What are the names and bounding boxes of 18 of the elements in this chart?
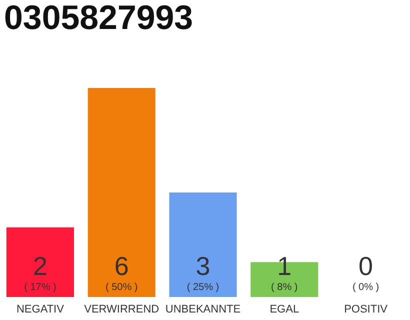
x-tick-label: NEGATIV	[16, 304, 65, 316]
x-tick-label: VERWIRREND	[84, 304, 160, 316]
chart-title: 0305827993	[4, 0, 194, 37]
x-tick-label: EGAL	[270, 304, 300, 316]
bar	[88, 88, 156, 297]
annotation: ( 8% )	[271, 282, 298, 293]
annotation: ( 17% )	[24, 282, 56, 293]
annotation: ( 50% )	[105, 282, 138, 293]
annotation: ( 25% )	[186, 282, 220, 293]
data-label: 3	[196, 251, 210, 281]
x-tick-label: POSITIV	[344, 304, 388, 316]
bar	[6, 227, 74, 297]
data-label: 0	[358, 251, 374, 281]
x-tick-label: UNBEKANNTE	[165, 304, 241, 316]
annotation: ( 0% )	[352, 282, 380, 293]
data-label: 6	[114, 251, 129, 281]
bar	[169, 192, 237, 297]
data-label: 2	[32, 251, 48, 281]
